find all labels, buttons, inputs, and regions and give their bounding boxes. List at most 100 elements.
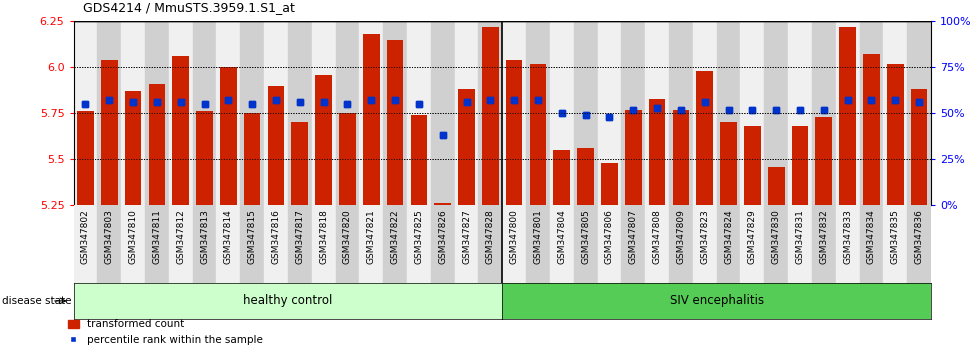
Text: GSM347810: GSM347810 [128,209,137,264]
Bar [811,205,836,283]
Text: GSM347815: GSM347815 [248,209,257,264]
Text: GSM347826: GSM347826 [438,209,447,264]
Bar [526,205,550,283]
Bar [244,113,261,205]
Bar [697,71,713,205]
Text: disease state: disease state [2,296,72,306]
Bar [431,205,455,283]
Bar [220,67,236,205]
Bar [863,55,880,205]
Text: GSM347811: GSM347811 [152,209,162,264]
Text: GSM347828: GSM347828 [486,209,495,264]
Text: GSM347801: GSM347801 [533,209,543,264]
Bar [907,205,931,283]
Text: GSM347820: GSM347820 [343,209,352,264]
Bar [577,148,594,205]
Bar [839,27,856,205]
Bar [887,64,904,205]
Bar [577,148,594,205]
Bar [455,21,478,205]
Bar [764,21,788,205]
Bar [411,115,427,205]
Bar [478,205,502,283]
Bar [478,21,502,205]
Bar [264,21,288,205]
Bar [573,21,598,205]
Bar [145,21,169,205]
Bar [335,21,360,205]
Bar [193,205,217,283]
Bar [601,163,617,205]
Bar [383,21,407,205]
Text: GSM347827: GSM347827 [462,209,471,264]
Bar [815,117,832,205]
Bar [196,112,213,205]
Bar [502,205,526,283]
Bar [268,86,284,205]
Bar [431,21,455,205]
Bar [792,126,808,205]
Bar [145,205,169,283]
Bar [554,150,570,205]
Text: GSM347807: GSM347807 [629,209,638,264]
Text: GSM347830: GSM347830 [771,209,781,264]
Bar [529,64,546,205]
Bar [482,27,499,205]
Bar [407,205,431,283]
Bar [363,34,379,205]
Text: GSM347812: GSM347812 [176,209,185,264]
Text: GSM347808: GSM347808 [653,209,662,264]
Bar [788,21,811,205]
Bar [526,21,550,205]
Bar [815,117,832,205]
Text: GDS4214 / MmuSTS.3959.1.S1_at: GDS4214 / MmuSTS.3959.1.S1_at [83,1,295,14]
Bar [124,91,141,205]
Bar [764,205,788,283]
Bar [716,205,741,283]
Bar [220,67,236,205]
Bar [217,205,240,283]
Bar [768,167,785,205]
Text: GSM347833: GSM347833 [843,209,853,264]
Bar [649,98,665,205]
Bar [910,89,927,205]
Bar [744,126,760,205]
Text: GSM347829: GSM347829 [748,209,757,264]
Bar [434,204,451,205]
Bar [434,204,451,205]
Bar [264,205,288,283]
Bar [529,64,546,205]
Legend: transformed count, percentile rank within the sample: transformed count, percentile rank withi… [64,315,267,349]
Bar [601,163,617,205]
Bar [169,21,193,205]
Bar [101,60,118,205]
Text: GSM347806: GSM347806 [605,209,613,264]
Bar [792,126,808,205]
Bar [459,89,475,205]
Bar [910,89,927,205]
Bar [788,205,811,283]
Bar [77,112,94,205]
Bar [455,205,478,283]
Text: GSM347825: GSM347825 [415,209,423,264]
Bar [669,205,693,283]
Bar [554,150,570,205]
Bar [268,86,284,205]
Bar [506,60,522,205]
Bar [768,167,785,205]
Bar [387,40,404,205]
Bar [193,21,217,205]
Bar [291,122,308,205]
Bar [720,122,737,205]
Bar [887,64,904,205]
Bar [217,21,240,205]
Text: GSM347818: GSM347818 [319,209,328,264]
Bar [74,205,97,283]
Bar [312,21,335,205]
Bar [859,21,883,205]
Bar [598,205,621,283]
Text: GSM347800: GSM347800 [510,209,518,264]
Bar [669,21,693,205]
Text: GSM347816: GSM347816 [271,209,280,264]
Text: GSM347817: GSM347817 [295,209,304,264]
